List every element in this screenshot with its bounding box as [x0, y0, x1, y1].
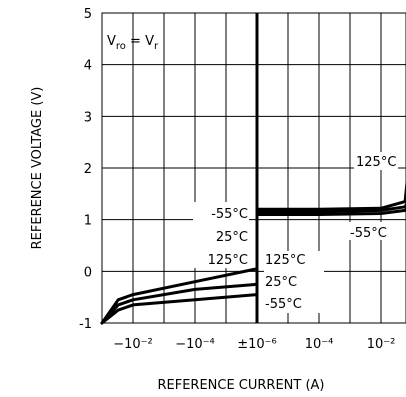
- annotation-vro-vr: Vro = Vr: [107, 34, 159, 52]
- label-right-55c: -55°C: [350, 226, 387, 241]
- x-tick-label-1: −10⁻⁴: [175, 337, 215, 352]
- y-tick-label-1: 0: [84, 265, 92, 280]
- x-axis-title: REFERENCE CURRENT (A): [157, 378, 324, 393]
- x-tick-label-3: 10⁻⁴: [305, 337, 334, 352]
- y-tick-labels: -1 0 1 2 3 4 5: [79, 7, 92, 332]
- curve-2: [100, 206, 406, 325]
- y-tick-label-6: 5: [84, 7, 92, 22]
- curves: [100, 177, 406, 325]
- label-pos-125c: 125°C: [265, 253, 305, 268]
- label-neg-55c: -55°C: [211, 207, 248, 222]
- x-tick-label-0: −10⁻²: [113, 337, 153, 352]
- label-neg-125c: 125°C: [208, 253, 248, 268]
- y-tick-label-3: 2: [84, 162, 92, 177]
- y-axis-title: REFERENCE VOLTAGE (V): [30, 87, 45, 250]
- x-tick-label-2: ±10⁻⁶: [237, 337, 277, 352]
- x-tick-labels: −10⁻² −10⁻⁴ ±10⁻⁶ 10⁻⁴ 10⁻²: [113, 337, 395, 352]
- y-tick-label-2: 1: [84, 214, 92, 229]
- label-pos-55c: -55°C: [265, 297, 302, 312]
- x-tick-label-4: 10⁻²: [367, 337, 396, 352]
- plot-grid: [101, 12, 406, 324]
- label-pos-25c: 25°C: [265, 275, 297, 290]
- y-tick-label-5: 4: [84, 59, 92, 74]
- label-right-125c: 125°C: [356, 155, 396, 170]
- label-neg-25c: 25°C: [216, 230, 248, 245]
- y-tick-label-0: -1: [79, 317, 92, 332]
- y-tick-label-4: 3: [84, 110, 92, 125]
